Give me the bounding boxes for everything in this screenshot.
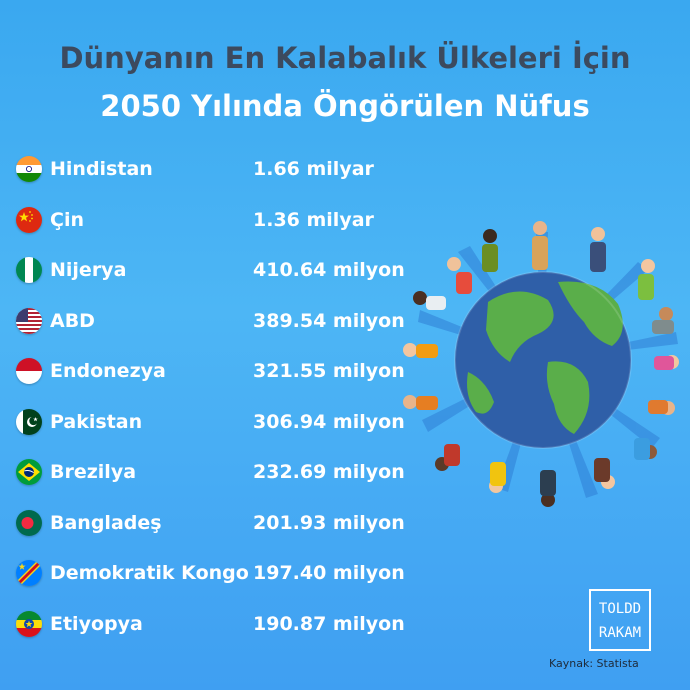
population-value: 1.36 milyar [253,209,374,231]
population-value: 389.54 milyon [253,310,405,332]
indonesia-flag-icon [16,358,42,384]
country-name: ABD [50,310,95,332]
country-name: Nijerya [50,259,127,281]
population-value: 321.55 milyon [253,360,405,382]
brazil-flag-icon [16,459,42,485]
list-item: ABD 389.54 milyon [16,306,416,338]
country-name: Pakistan [50,411,143,433]
list-item: Bangladeş 201.93 milyon [16,508,416,540]
source-note: Kaynak: Statista [549,657,639,670]
list-item: Hindistan 1.66 milyar [16,154,416,186]
usa-flag-icon [16,308,42,334]
title-line-1: Dünyanın En Kalabalık Ülkeleri İçin [59,41,631,75]
population-value: 410.64 milyon [253,259,405,281]
pakistan-flag-icon [16,409,42,435]
population-value: 1.66 milyar [253,158,374,180]
country-name: Demokratik Kongo [50,562,249,584]
population-value: 201.93 milyon [253,512,405,534]
population-value: 306.94 milyon [253,411,405,433]
list-item: Pakistan 306.94 milyon [16,407,416,439]
list-item: Nijerya 410.64 milyon [16,255,416,287]
globe-with-people-icon [398,212,688,508]
population-value: 197.40 milyon [253,562,405,584]
country-name: Endonezya [50,360,166,382]
country-name: Çin [50,209,84,231]
country-name: Bangladeş [50,512,162,534]
list-item: Endonezya 321.55 milyon [16,356,416,388]
population-value: 232.69 milyon [253,461,405,483]
dr-congo-flag-icon [16,560,42,586]
nigeria-flag-icon [16,257,42,283]
population-value: 190.87 milyon [253,613,405,635]
list-item: Demokratik Kongo 197.40 milyon [16,558,416,590]
country-name: Brezilya [50,461,137,483]
bangladesh-flag-icon [16,510,42,536]
toldd-rakam-logo: TOLDD RAKAM [589,589,651,651]
list-item: Etiyopya 190.87 milyon [16,609,416,641]
ethiopia-flag-icon [16,611,42,637]
country-name: Hindistan [50,158,153,180]
country-name: Etiyopya [50,613,143,635]
india-flag-icon [16,156,42,182]
title-line-2: 2050 Yılında Öngörülen Nüfus [100,89,590,123]
list-item: Brezilya 232.69 milyon [16,457,416,489]
list-item: Çin 1.36 milyar [16,205,416,237]
china-flag-icon [16,207,42,233]
page-title: Dünyanın En Kalabalık Ülkeleri İçin 2050… [0,34,690,130]
